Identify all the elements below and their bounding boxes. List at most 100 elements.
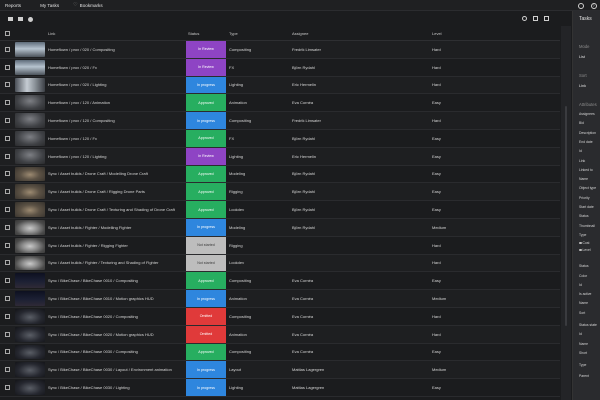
attribute-item[interactable]: Start date <box>579 205 594 209</box>
table-row[interactable]: Homeflown / prox / 020 / Compositing In R… <box>0 41 560 59</box>
thumbnail[interactable] <box>15 42 45 57</box>
table-row[interactable]: Sync / Asset builds / Drone Craft / Mode… <box>0 165 560 184</box>
mode-value[interactable]: List <box>579 55 585 59</box>
link-cell[interactable]: Sync / Asset builds / Fighter / Texturin… <box>48 260 159 266</box>
thumbnail[interactable] <box>15 148 45 164</box>
link-cell[interactable]: Sync / Asset builds / Drone Craft / Rigg… <box>48 189 145 195</box>
attribute-item[interactable]: Bid <box>579 121 584 126</box>
table-row[interactable]: Sync / BikeChase / BikeChase 0020 / Comp… <box>0 307 560 326</box>
assignee-cell[interactable]: Eva Cornéa <box>292 349 314 355</box>
assignee-cell[interactable]: Eva Cornéa <box>292 313 314 319</box>
assignee-cell[interactable]: Björn Rydahl <box>292 207 315 213</box>
link-cell[interactable]: Homeflown / prox / 120 / Fx <box>48 135 97 141</box>
row-checkbox[interactable] <box>4 207 10 213</box>
attribute-item[interactable]: Sort <box>579 310 586 315</box>
attribute-item[interactable]: Status state <box>579 323 597 327</box>
assignee-cell[interactable]: Eric Hermelin <box>292 82 317 88</box>
thumbnail[interactable] <box>15 344 45 360</box>
thumbnail[interactable] <box>15 166 45 182</box>
row-checkbox[interactable] <box>4 349 10 355</box>
attribute-item[interactable]: Assignees <box>579 112 595 116</box>
thumbnail[interactable] <box>15 113 45 128</box>
attribute-item[interactable]: Id <box>579 149 582 154</box>
attribute-item[interactable]: Type <box>579 363 587 368</box>
row-checkbox[interactable] <box>4 100 10 106</box>
header-status[interactable]: Status <box>188 30 200 36</box>
status-badge[interactable]: Approved <box>186 165 226 183</box>
row-checkbox[interactable] <box>4 224 10 230</box>
status-badge[interactable]: In progress <box>186 290 226 307</box>
table-row[interactable]: Homeflown / prox / 120 / Lighting In Revi… <box>0 147 560 166</box>
attribute-item[interactable]: Linked to <box>579 167 593 172</box>
scrollbar[interactable] <box>561 26 571 400</box>
row-checkbox[interactable] <box>4 278 10 284</box>
row-checkbox[interactable] <box>4 153 10 159</box>
row-checkbox[interactable] <box>4 171 10 177</box>
header-assignee[interactable]: Assignee <box>292 30 309 36</box>
thumbnail[interactable] <box>15 326 45 342</box>
header-link[interactable]: Link <box>48 30 56 36</box>
status-badge[interactable]: Approved <box>186 343 226 361</box>
table-row[interactable]: Sync / Asset builds / Fighter / Rigging … <box>0 236 560 255</box>
header-type[interactable]: Type <box>229 30 238 36</box>
assignee-cell[interactable]: Fredrik Limsater <box>292 118 321 124</box>
table-row[interactable]: Homeflown / prox / 120 / Compositing In p… <box>0 112 560 130</box>
settings-icon[interactable] <box>544 16 549 21</box>
attribute-item[interactable]: Name <box>579 301 589 306</box>
link-cell[interactable]: Sync / BikeChase / BikeChase 0010 / Comp… <box>48 278 138 284</box>
table-row[interactable]: Sync / BikeChase / BikeChase 0010 / Moti… <box>0 290 560 308</box>
attribute-item[interactable]: Status <box>579 264 589 269</box>
row-checkbox[interactable] <box>4 296 10 302</box>
attribute-item[interactable]: Thumbnail <box>579 223 595 228</box>
attribute-item[interactable]: Priority <box>579 195 590 200</box>
add-icon[interactable] <box>28 16 33 22</box>
assignee-cell[interactable]: Eva Cornéa <box>292 331 314 337</box>
thumbnail[interactable] <box>15 237 45 253</box>
status-badge[interactable]: In progress <box>186 112 226 129</box>
link-cell[interactable]: Sync / Asset builds / Drone Craft / Mode… <box>48 171 148 177</box>
header-level[interactable]: Level <box>432 30 442 36</box>
attribute-item[interactable]: Name <box>579 341 589 346</box>
assignee-cell[interactable]: Mattias Lagergren <box>292 367 325 373</box>
thumbnail[interactable] <box>15 95 45 111</box>
thumbnail[interactable] <box>15 59 45 75</box>
attribute-item[interactable]: Id <box>579 332 582 337</box>
list-view-icon[interactable] <box>18 17 23 21</box>
assignee-cell[interactable]: Eva Cornéa <box>292 296 314 302</box>
row-checkbox[interactable] <box>4 367 10 373</box>
link-cell[interactable]: Sync / BikeChase / BikeChase 0030 / Ligh… <box>48 385 130 391</box>
thumbnail[interactable] <box>15 130 45 146</box>
attribute-item[interactable]: End date <box>579 139 593 144</box>
attribute-item[interactable]: Link <box>579 158 586 163</box>
thumbnail[interactable] <box>15 184 45 200</box>
link-cell[interactable]: Homeflown / prox / 120 / Animation <box>48 100 111 106</box>
status-badge[interactable]: In Review <box>186 58 226 76</box>
link-cell[interactable]: Homeflown / prox / 120 / Lighting <box>48 153 107 159</box>
row-checkbox[interactable] <box>4 46 10 52</box>
attribute-item[interactable]: Name <box>579 177 589 182</box>
status-badge[interactable]: In Review <box>186 41 226 58</box>
link-cell[interactable]: Homeflown / prox / 120 / Compositing <box>48 118 115 124</box>
attribute-item[interactable]: Description <box>579 130 596 135</box>
nav-my-tasks[interactable]: My Tasks <box>40 2 60 8</box>
refresh-icon[interactable] <box>522 16 527 21</box>
table-row[interactable]: Sync / BikeChase / BikeChase 0030 / Comp… <box>0 343 560 362</box>
link-cell[interactable]: Sync / BikeChase / BikeChase 0030 / Layo… <box>48 367 172 373</box>
table-row[interactable]: Sync / BikeChase / BikeChase 0030 / Ligh… <box>0 379 560 397</box>
table-row[interactable]: Homeflown / prox / 020 / Fx In Review FX Bj… <box>0 58 560 77</box>
status-badge[interactable]: Approved <box>186 183 226 201</box>
row-checkbox[interactable] <box>4 135 10 141</box>
row-checkbox[interactable] <box>4 331 10 337</box>
thumbnail[interactable] <box>15 219 45 235</box>
table-row[interactable]: Sync / BikeChase / BikeChase 0020 / Moti… <box>0 325 560 344</box>
status-badge[interactable]: In Review <box>186 147 226 165</box>
table-row[interactable]: Homeflown / prox / 020 / Lighting In prog… <box>0 76 560 95</box>
assignee-cell[interactable]: Mattias Lagergren <box>292 385 325 391</box>
table-row[interactable]: Sync / BikeChase / BikeChase 0030 / Layo… <box>0 361 560 380</box>
status-badge[interactable]: In progress <box>186 76 226 94</box>
link-cell[interactable]: Sync / Asset builds / Fighter / Rigging … <box>48 242 128 248</box>
status-badge[interactable]: Omitted <box>186 325 226 343</box>
table-row[interactable]: Sync / Asset builds / Drone Craft / Rigg… <box>0 183 560 202</box>
attribute-item[interactable]: Type <box>579 232 587 237</box>
row-checkbox[interactable] <box>4 385 10 391</box>
